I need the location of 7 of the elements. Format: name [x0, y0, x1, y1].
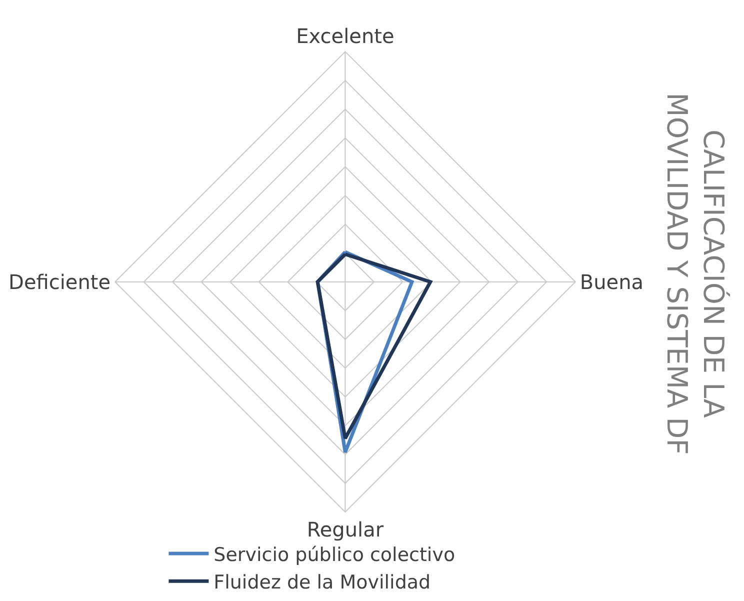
spoke-label: Deficiente	[8, 270, 111, 294]
legend-label: Servicio público colectivo	[214, 544, 456, 566]
spoke-label: Excelente	[296, 24, 394, 48]
text: CALIFICACIÓN DE LA MOVILIDAD Y SISTEMA DF	[660, 92, 730, 455]
spoke-label: Regular	[306, 518, 384, 542]
spoke-label: Buena	[580, 270, 644, 294]
legend-label: Fluidez de la Movilidad	[214, 572, 431, 594]
